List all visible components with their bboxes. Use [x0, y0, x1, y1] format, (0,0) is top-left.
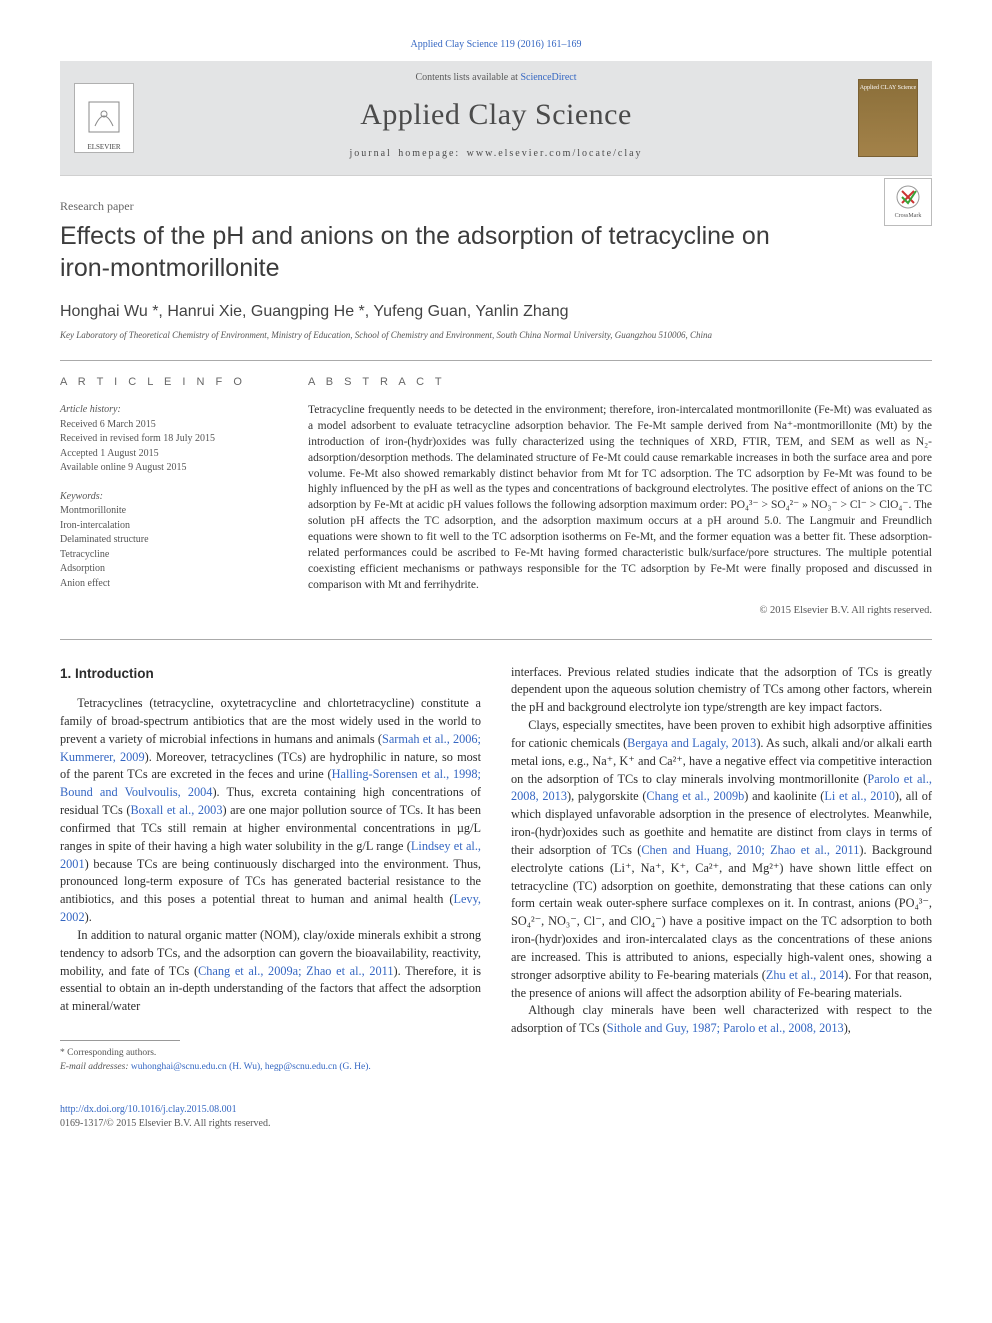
keywords-heading: Keywords: [60, 490, 270, 505]
divider [60, 360, 932, 361]
homepage-url[interactable]: www.elsevier.com/locate/clay [467, 148, 643, 159]
paragraph: Although clay minerals have been well ch… [511, 1002, 932, 1038]
keyword: Adsorption [60, 562, 270, 577]
abstract-block: A B S T R A C T Tetracycline frequently … [308, 375, 932, 618]
elsevier-logo: ELSEVIER [74, 83, 134, 153]
homepage-line: journal homepage: www.elsevier.com/locat… [74, 147, 918, 162]
keyword: Anion effect [60, 577, 270, 592]
footnote-emails: E-mail addresses: wuhonghai@scnu.edu.cn … [60, 1061, 481, 1075]
body-columns: 1. Introduction Tetracyclines (tetracycl… [60, 664, 932, 1075]
keyword: Delaminated structure [60, 533, 270, 548]
elsevier-logo-text: ELSEVIER [87, 142, 120, 152]
body-col-left: 1. Introduction Tetracyclines (tetracycl… [60, 664, 481, 1075]
divider [60, 639, 932, 640]
abstract-text: Tetracycline frequently needs to be dete… [308, 403, 932, 593]
issn-line: 0169-1317/© 2015 Elsevier B.V. All right… [60, 1117, 932, 1132]
section-heading: 1. Introduction [60, 664, 481, 684]
affiliation: Key Laboratory of Theoretical Chemistry … [60, 329, 932, 342]
doi-link[interactable]: http://dx.doi.org/10.1016/j.clay.2015.08… [60, 1103, 932, 1118]
history-heading: Article history: [60, 403, 270, 418]
history-line: Accepted 1 August 2015 [60, 447, 270, 462]
homepage-label: journal homepage: [349, 148, 466, 159]
doi-block: http://dx.doi.org/10.1016/j.clay.2015.08… [60, 1103, 932, 1132]
article-info-block: A R T I C L E I N F O Article history: R… [60, 375, 270, 618]
history-line: Received 6 March 2015 [60, 418, 270, 433]
article-title: Effects of the pH and anions on the adso… [60, 221, 820, 284]
history-line: Available online 9 August 2015 [60, 461, 270, 476]
article-info-heading: A R T I C L E I N F O [60, 375, 270, 391]
article-type: Research paper [60, 198, 932, 215]
contents-prefix: Contents lists available at [415, 72, 520, 83]
journal-title: Applied Clay Science [74, 93, 918, 137]
journal-cover-thumb: Applied CLAY Science [858, 79, 918, 157]
footnote-rule [60, 1040, 180, 1041]
corr-emails[interactable]: wuhonghai@scnu.edu.cn (H. Wu), hegp@scnu… [131, 1062, 371, 1072]
abstract-copyright: © 2015 Elsevier B.V. All rights reserved… [308, 603, 932, 618]
crossmark-label: CrossMark [895, 212, 922, 221]
keyword: Tetracycline [60, 548, 270, 563]
body-col-right: interfaces. Previous related studies ind… [511, 664, 932, 1075]
crossmark-badge[interactable]: CrossMark [884, 178, 932, 226]
paragraph: Clays, especially smectites, have been p… [511, 717, 932, 1002]
journal-reference: Applied Clay Science 119 (2016) 161–169 [60, 38, 932, 53]
contents-line: Contents lists available at ScienceDirec… [74, 71, 918, 86]
paragraph: interfaces. Previous related studies ind… [511, 664, 932, 717]
journal-header-band: ELSEVIER Applied CLAY Science Contents l… [60, 61, 932, 177]
email-label: E-mail addresses: [60, 1062, 131, 1072]
abstract-heading: A B S T R A C T [308, 375, 932, 391]
sciencedirect-link[interactable]: ScienceDirect [520, 72, 576, 83]
paragraph: In addition to natural organic matter (N… [60, 927, 481, 1016]
keyword: Montmorillonite [60, 504, 270, 519]
author-list: Honghai Wu *, Hanrui Xie, Guangping He *… [60, 300, 932, 323]
history-line: Received in revised form 18 July 2015 [60, 432, 270, 447]
paragraph: Tetracyclines (tetracycline, oxytetracyc… [60, 695, 481, 927]
keyword: Iron-intercalation [60, 519, 270, 534]
cover-title: Applied CLAY Science [860, 84, 917, 93]
footnote-corr: * Corresponding authors. [60, 1047, 481, 1061]
